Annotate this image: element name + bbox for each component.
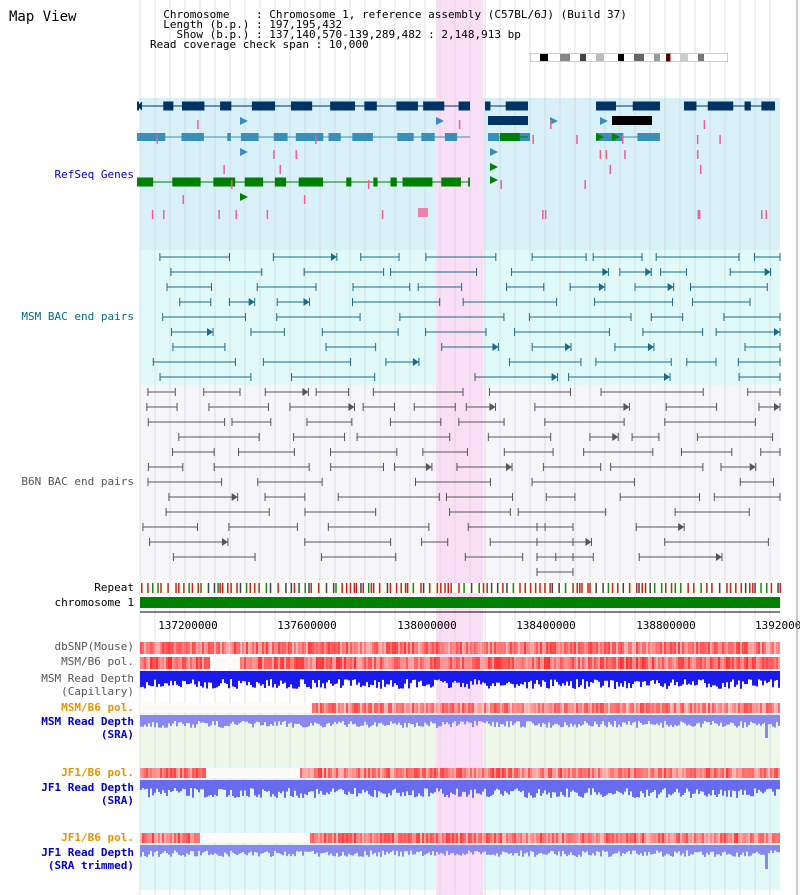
length-key: Length (b.p.) (163, 18, 250, 31)
msm-read-depth-capillary-label: MSM Read Depth (41, 672, 134, 685)
read-depth-tracks (140, 671, 780, 869)
axis-tick-label: 138000000 (397, 619, 457, 632)
b6n-bac-features[interactable] (142, 388, 781, 576)
map-view-title: Map View (9, 9, 77, 25)
length-value: 197,195,432 (269, 18, 343, 31)
jf1-read-depth-trimmed-sub: (SRA trimmed) (48, 859, 134, 872)
heatmap-tracks (140, 642, 780, 843)
axis-tick-label: 138800000 (636, 619, 696, 632)
grid-lines (139, 0, 771, 895)
position-axis: 137200000 137600000 138000000 138400000 … (140, 611, 800, 632)
axis-tick-label: 1392000 (755, 619, 800, 632)
axis-tick-label: 138400000 (516, 619, 576, 632)
chromosome-value: Chromosome 1, reference assembly (C57BL/… (269, 8, 627, 21)
chromosome-ideogram[interactable] (530, 53, 728, 62)
refseq-genes-label[interactable]: RefSeq Genes (55, 168, 134, 181)
highlight-region (436, 0, 483, 895)
jf1-read-depth-sra-sub: (SRA) (101, 794, 134, 807)
msm-b6-pol-label: MSM/B6 pol. (61, 655, 134, 668)
jf1-read-depth-trimmed-label: JF1 Read Depth (41, 846, 134, 859)
repeat-track (140, 583, 782, 593)
jf1-read-depth-sra-label: JF1 Read Depth (41, 781, 134, 794)
axis-tick-label: 137600000 (277, 619, 337, 632)
chromosome-bar (140, 597, 780, 608)
show-key: Show (b.p.) (176, 28, 250, 41)
msm-read-depth-sra-sub: (SRA) (101, 728, 134, 741)
msm-b6-pol-sra-label: MSM/B6 pol. (61, 701, 134, 714)
refseq-gene-features[interactable] (137, 101, 775, 220)
region-info: Chromosome : Chromosome 1, reference ass… (150, 8, 627, 51)
coverage-value: 10,000 (328, 38, 369, 51)
axis-tick-label: 137200000 (158, 619, 218, 632)
msm-read-depth-capillary-sub: (Capillary) (61, 685, 134, 698)
repeat-label: Repeat (94, 581, 134, 594)
msm-read-depth-sra-label: MSM Read Depth (41, 715, 134, 728)
jf1-b6-pol-label: JF1/B6 pol. (61, 766, 134, 779)
jf1-b6-pol-trimmed-label: JF1/B6 pol. (61, 831, 134, 844)
dbsnp-label: dbSNP(Mouse) (55, 640, 134, 653)
chromosome-key: Chromosome (163, 8, 230, 21)
msm-bac-features[interactable] (152, 253, 781, 381)
b6n-bac-end-pairs-label[interactable]: B6N BAC end pairs (21, 475, 134, 488)
show-value: 137,140,570-139,289,482 : 2,148,913 bp (269, 28, 521, 41)
coverage-key: Read coverage check span (150, 38, 309, 51)
msm-bac-end-pairs-label[interactable]: MSM BAC end pairs (21, 310, 134, 323)
chromosome-label: chromosome 1 (55, 596, 134, 609)
